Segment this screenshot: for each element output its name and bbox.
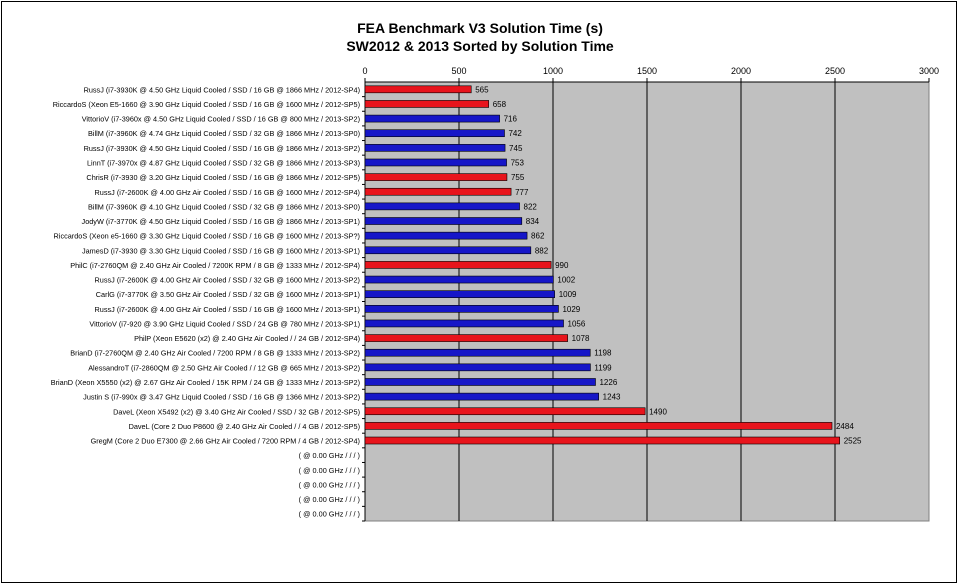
category-label: RussJ (i7-2600K @ 4.00 GHz Air Cooled / … [95, 276, 360, 285]
category-label: PhilC (i7-2760QM @ 2.40 GHz Air Cooled /… [70, 261, 360, 270]
category-label: RussJ (i7-3930K @ 4.50 GHz Liquid Cooled… [84, 144, 360, 153]
x-tick-label: 500 [451, 66, 466, 76]
category-label: DaveL (Core 2 Duo P8600 @ 2.40 GHz Air C… [129, 422, 360, 431]
data-label: 2525 [844, 437, 862, 446]
data-label: 1490 [649, 407, 667, 416]
chart-title: FEA Benchmark V3 Solution Time (s) [357, 20, 603, 36]
bar [364, 202, 520, 211]
data-label: 745 [509, 144, 523, 153]
chart-subtitle: SW2012 & 2013 Sorted by Solution Time [346, 38, 614, 54]
category-label: ( @ 0.00 GHz / / / ) [299, 495, 360, 504]
data-label: 1009 [559, 290, 577, 299]
category-label: RiccardoS (Xeon e5-1660 @ 3.30 GHz Liqui… [54, 232, 360, 241]
bar [364, 85, 472, 94]
data-label: 1243 [603, 393, 621, 402]
bar [364, 407, 646, 416]
data-label: 1056 [568, 319, 586, 328]
category-label: AlessandroT (i7-2860QM @ 2.50 GHz Air Co… [88, 363, 360, 372]
category-label: Justin S (i7-990x @ 3.47 GHz Liquid Cool… [83, 393, 360, 402]
bar [364, 100, 490, 108]
bar [364, 436, 841, 445]
bar [364, 158, 507, 167]
category-label: RussJ (i7-3930K @ 4.50 GHz Liquid Cooled… [84, 85, 360, 94]
bar [364, 217, 523, 225]
category-label: DaveL (Xeon X5492 (x2) @ 3.40 GHz Air Co… [113, 407, 360, 416]
data-label: 1029 [562, 305, 580, 314]
category-label: ChrisR (i7-3930 @ 3.20 GHz Liquid Cooled… [86, 173, 360, 182]
data-label: 658 [493, 100, 507, 109]
data-label: 2484 [836, 422, 854, 431]
data-label: 565 [475, 85, 489, 94]
category-label: PhilP (Xeon E5620 (x2) @ 2.40 GHz Air Co… [134, 334, 360, 343]
category-label: ( @ 0.00 GHz / / / ) [299, 480, 360, 489]
data-label: 822 [524, 202, 538, 211]
data-label: 1198 [594, 349, 612, 358]
bar [364, 378, 596, 386]
x-tick-label: 2500 [825, 66, 845, 76]
data-label: 742 [508, 129, 522, 138]
category-label: ( @ 0.00 GHz / / / ) [299, 466, 360, 475]
bar [364, 144, 506, 152]
bar [364, 305, 559, 313]
bar [364, 275, 554, 284]
category-label: LinnT (i7-3970x @ 4.87 GHz Liquid Cooled… [87, 158, 360, 167]
bar [364, 363, 591, 372]
category-label: RussJ (i7-2600K @ 4.00 GHz Air Cooled / … [95, 305, 360, 314]
bar [364, 114, 500, 123]
bar [364, 246, 532, 255]
category-label: BrianD (Xeon X5550 (x2) @ 2.67 GHz Air C… [51, 378, 360, 387]
bar [364, 187, 512, 196]
x-tick-label: 1000 [543, 66, 563, 76]
category-label: JodyW (i7-3770K @ 4.50 GHz Liquid Cooled… [82, 217, 360, 226]
data-label: 1002 [557, 276, 575, 285]
category-label: VittorioV (i7-3960x @ 4.50 GHz Liquid Co… [82, 115, 360, 124]
category-label: JamesD (i7-3930 @ 3.30 GHz Liquid Cooled… [82, 246, 360, 255]
data-label: 834 [526, 217, 540, 226]
category-label: CarlG (i7-3770K @ 3.50 GHz Air Cooled / … [96, 290, 360, 299]
category-label: BillM (i7-3960K @ 4.74 GHz Liquid Cooled… [88, 129, 360, 138]
bar [364, 348, 591, 357]
category-label: ( @ 0.00 GHz / / / ) [299, 510, 360, 519]
bar [364, 173, 508, 181]
bar [364, 422, 833, 430]
bar [364, 334, 568, 342]
data-label: 1226 [599, 378, 617, 387]
bar [364, 392, 599, 401]
data-label: 1199 [594, 363, 612, 372]
x-tick-label: 2000 [731, 66, 751, 76]
data-label: 862 [531, 232, 545, 241]
category-label: GregM (Core 2 Duo E7300 @ 2.66 GHz Air C… [91, 437, 360, 446]
bar [364, 319, 564, 328]
x-tick-label: 1500 [637, 66, 657, 76]
bar [364, 231, 528, 240]
category-label: ( @ 0.00 GHz / / / ) [299, 451, 360, 460]
data-label: 882 [535, 246, 549, 255]
category-label: BillM (i7-3960K @ 4.10 GHz Liquid Cooled… [88, 202, 360, 211]
bar [364, 261, 552, 269]
data-label: 1078 [572, 334, 590, 343]
data-label: 777 [515, 188, 529, 197]
category-label: BrianD (i7-2760QM @ 2.40 GHz Air Cooled … [70, 349, 360, 358]
category-label: RiccardoS (Xeon E5-1660 @ 3.90 GHz Liqui… [53, 100, 360, 109]
data-label: 755 [511, 173, 525, 182]
x-tick-label: 3000 [919, 66, 939, 76]
bar [364, 290, 555, 298]
data-label: 753 [511, 158, 525, 167]
bar [364, 129, 505, 138]
x-tick-label: 0 [362, 66, 367, 76]
data-label: 716 [504, 115, 518, 124]
category-label: VittorioV (i7-920 @ 3.90 GHz Liquid Cool… [89, 319, 360, 328]
data-label: 990 [555, 261, 569, 270]
category-label: RussJ (i7-2600K @ 4.00 GHz Air Cooled / … [95, 188, 360, 197]
